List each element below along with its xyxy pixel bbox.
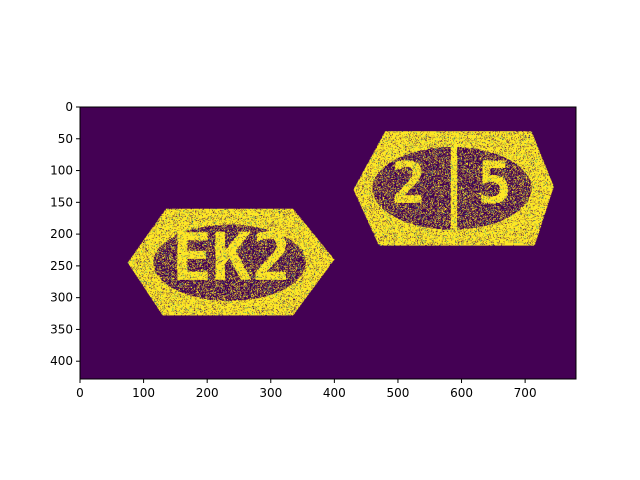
y-tick-label: 300 (50, 291, 73, 305)
x-tick-label: 0 (76, 386, 84, 400)
x-tick-label: 500 (386, 386, 409, 400)
y-tick-label: 400 (50, 354, 73, 368)
x-tick-label: 600 (450, 386, 473, 400)
heatmap-cells (80, 107, 576, 379)
y-tick-label: 100 (50, 164, 73, 178)
y-tick-label: 0 (65, 100, 73, 114)
x-tick-label: 200 (196, 386, 219, 400)
y-tick-label: 200 (50, 227, 73, 241)
y-axis: 0 50 100 150 200 250 300 350 400 (50, 100, 80, 368)
y-tick-label: 250 (50, 259, 73, 273)
x-tick-label: 100 (132, 386, 155, 400)
x-tick-label: 400 (323, 386, 346, 400)
y-tick-label: 50 (58, 132, 73, 146)
y-tick-label: 150 (50, 195, 73, 209)
axes-frame (79, 106, 577, 380)
y-tick-label: 350 (50, 322, 73, 336)
x-tick-label: 300 (259, 386, 282, 400)
heatmap-image (80, 107, 576, 379)
x-axis: 0 100 200 300 400 500 600 700 (76, 379, 537, 400)
x-tick-label: 700 (514, 386, 537, 400)
